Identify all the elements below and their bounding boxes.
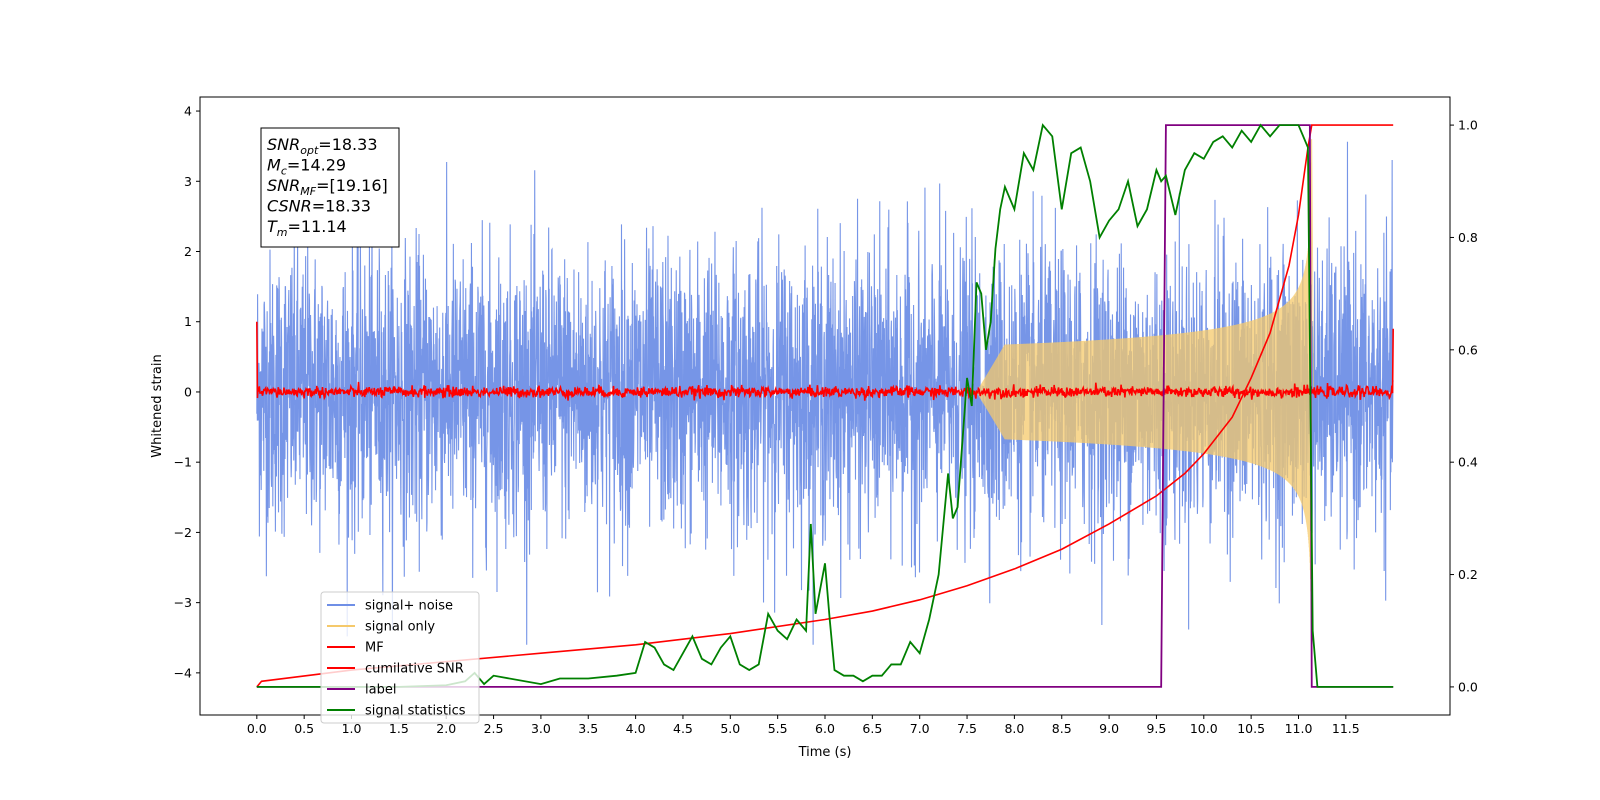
info-symbol: M [267, 156, 281, 175]
legend-frame [320, 591, 480, 724]
x-tick-label: 4.0 [626, 721, 646, 736]
info-subscript: opt [300, 144, 319, 157]
legend-label: label [365, 683, 396, 698]
x-tick-label: 10.5 [1237, 721, 1265, 736]
x-tick-label: 1.5 [389, 721, 409, 736]
legend-item: signal only [327, 620, 435, 635]
info-subscript: m [277, 226, 288, 239]
info-symbol: T [267, 217, 278, 236]
x-tick-label: 11.5 [1332, 721, 1360, 736]
legend-label: signal+ noise [365, 599, 453, 614]
legend-item: cumilative SNR [327, 662, 464, 677]
x-tick-label: 7.0 [910, 721, 930, 736]
x-tick-label: 9.5 [1146, 721, 1166, 736]
y-axis-label: Whitened strain [150, 354, 165, 457]
y-tick-label: 4 [184, 104, 192, 119]
y2-tick-label: 0.0 [1458, 679, 1478, 694]
legend-label: MF [365, 641, 384, 656]
x-tick-label: 2.0 [436, 721, 456, 736]
x-tick-label: 5.5 [768, 721, 788, 736]
y-tick-label: 2 [184, 244, 192, 259]
y2-tick-label: 0.4 [1458, 455, 1478, 470]
y2-tick-label: 1.0 [1458, 118, 1478, 133]
x-tick-label: 6.0 [815, 721, 835, 736]
y-axis-right: 1.0 0.8 0.6 0.4 0.2 0.0 [1450, 118, 1478, 694]
legend-label: cumilative SNR [365, 662, 464, 677]
info-line: SNRopt=18.33 [267, 135, 378, 157]
legend: signal+ noise signal only MF cumilative SNR… [320, 591, 480, 724]
y-axis-left: 4 3 2 1 0 −1 −2 −3 −4 [174, 104, 200, 680]
info-box: SNRopt=18.33Mc=14.29SNRMF=[19.16]CSNR=18… [260, 127, 400, 248]
x-tick-label: 7.5 [957, 721, 977, 736]
info-symbol: SNR [267, 176, 300, 195]
info-symbol: SNR [267, 135, 300, 154]
info-line: Tm=11.14 [267, 217, 347, 239]
x-tick-label: 5.0 [720, 721, 740, 736]
x-tick-label: 6.5 [862, 721, 882, 736]
x-axis: 0.0 0.5 1.0 1.5 2.0 2.5 3.0 3.5 4.0 4.5 5.0 5.5 6.0 6… [247, 715, 1360, 736]
y-tick-label: 3 [184, 174, 192, 189]
y-tick-label: −3 [174, 595, 192, 610]
x-tick-label: 1.0 [342, 721, 362, 736]
info-subscript: c [281, 165, 287, 178]
x-tick-label: 9.0 [1099, 721, 1119, 736]
x-tick-label: 8.0 [1004, 721, 1024, 736]
x-axis-label: Time (s) [798, 745, 852, 760]
series-layer [256, 123, 1394, 688]
legend-item: signal+ noise [327, 599, 453, 614]
info-value: =14.29 [287, 156, 346, 175]
y-tick-label: −2 [174, 525, 192, 540]
series-mf [256, 321, 1394, 401]
x-tick-label: 10.0 [1190, 721, 1218, 736]
x-tick-label: 0.0 [247, 721, 267, 736]
info-value: =[19.16] [316, 176, 388, 195]
info-symbol: CSNR [267, 197, 312, 216]
x-tick-label: 8.5 [1052, 721, 1072, 736]
legend-label: signal only [365, 620, 435, 635]
info-subscript: MF [300, 185, 316, 198]
x-tick-label: 0.5 [294, 721, 314, 736]
info-value: =18.33 [312, 197, 371, 216]
info-line: CSNR=18.33 [267, 197, 371, 216]
x-tick-label: 3.5 [578, 721, 598, 736]
series-signal-statistics [256, 123, 1394, 688]
y2-tick-label: 0.8 [1458, 230, 1478, 245]
y2-tick-label: 0.6 [1458, 342, 1478, 357]
legend-item: MF [327, 641, 384, 656]
x-tick-label: 2.5 [484, 721, 504, 736]
info-value: =11.14 [288, 217, 347, 236]
series-cumulative-snr [256, 124, 1394, 688]
x-tick-label: 11.0 [1285, 721, 1313, 736]
y-tick-label: 0 [184, 384, 192, 399]
y-tick-label: −4 [174, 665, 192, 680]
y-tick-label: 1 [184, 314, 192, 329]
legend-label: signal statistics [365, 704, 466, 719]
info-value: =18.33 [318, 135, 377, 154]
legend-item: label [327, 683, 396, 698]
info-line: Mc=14.29 [267, 156, 346, 178]
x-tick-label: 3.0 [531, 721, 551, 736]
x-tick-label: 4.5 [673, 721, 693, 736]
y-tick-label: −1 [174, 455, 192, 470]
y2-tick-label: 0.2 [1458, 567, 1478, 582]
info-box-frame [260, 127, 400, 248]
legend-item: signal statistics [327, 704, 466, 719]
info-line: SNRMF=[19.16] [267, 176, 388, 198]
